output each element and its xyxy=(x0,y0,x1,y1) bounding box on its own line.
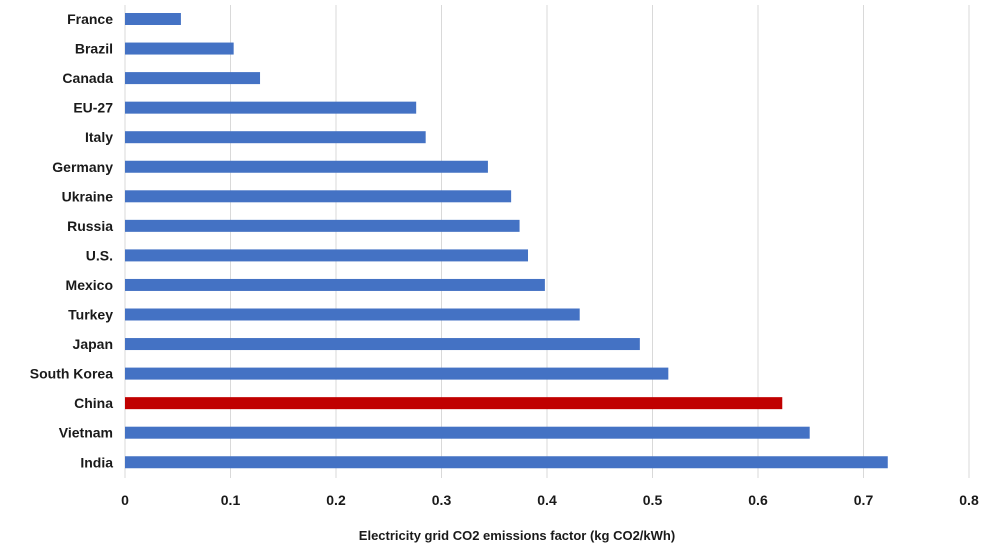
x-tick-label: 0.8 xyxy=(959,492,979,508)
bar-u-s xyxy=(125,249,529,262)
category-label: Ukraine xyxy=(62,188,114,204)
bar-ukraine xyxy=(125,190,512,203)
bar-brazil xyxy=(125,42,234,55)
bar-canada xyxy=(125,72,261,85)
category-label: U.S. xyxy=(86,247,113,263)
bar-france xyxy=(125,13,181,25)
x-tick-label: 0 xyxy=(121,492,129,508)
x-axis-title: Electricity grid CO2 emissions factor (k… xyxy=(359,528,675,543)
bar-eu-27 xyxy=(125,101,417,114)
bar-italy xyxy=(125,131,426,144)
x-tick-label: 0.6 xyxy=(748,492,768,508)
x-tick-label: 0.7 xyxy=(854,492,874,508)
bars xyxy=(125,13,888,469)
bar-russia xyxy=(125,219,520,232)
x-tick-label: 0.3 xyxy=(432,492,452,508)
x-tick-label: 0.5 xyxy=(643,492,663,508)
bar-japan xyxy=(125,338,640,351)
category-label: Italy xyxy=(85,129,113,145)
bar-china xyxy=(125,397,783,410)
category-label: Mexico xyxy=(66,277,113,293)
category-label: Germany xyxy=(52,159,113,175)
x-tick-labels: 0 0.1 0.2 0.3 0.4 0.5 0.6 0.7 0.8 xyxy=(121,492,979,508)
category-label: Brazil xyxy=(75,41,113,57)
category-label: Canada xyxy=(62,70,113,86)
x-tick-label: 0.4 xyxy=(537,492,557,508)
category-label: China xyxy=(74,395,113,411)
category-label: France xyxy=(67,11,113,27)
bar-germany xyxy=(125,160,488,173)
category-label: Japan xyxy=(73,336,113,352)
category-label: Russia xyxy=(67,218,113,234)
category-label: Vietnam xyxy=(59,425,113,441)
bar-mexico xyxy=(125,278,545,291)
bar-india xyxy=(125,456,888,469)
x-tick-label: 0.2 xyxy=(326,492,346,508)
bar-vietnam xyxy=(125,426,810,439)
bar-turkey xyxy=(125,308,580,321)
category-label: South Korea xyxy=(30,366,113,382)
category-label: EU-27 xyxy=(73,100,113,116)
category-label: India xyxy=(80,454,113,470)
category-label: Turkey xyxy=(68,307,113,323)
bar-south-korea xyxy=(125,367,669,380)
category-labels: France Brazil Canada EU-27 Italy Germany Ukrai… xyxy=(30,11,113,470)
x-tick-label: 0.1 xyxy=(221,492,241,508)
